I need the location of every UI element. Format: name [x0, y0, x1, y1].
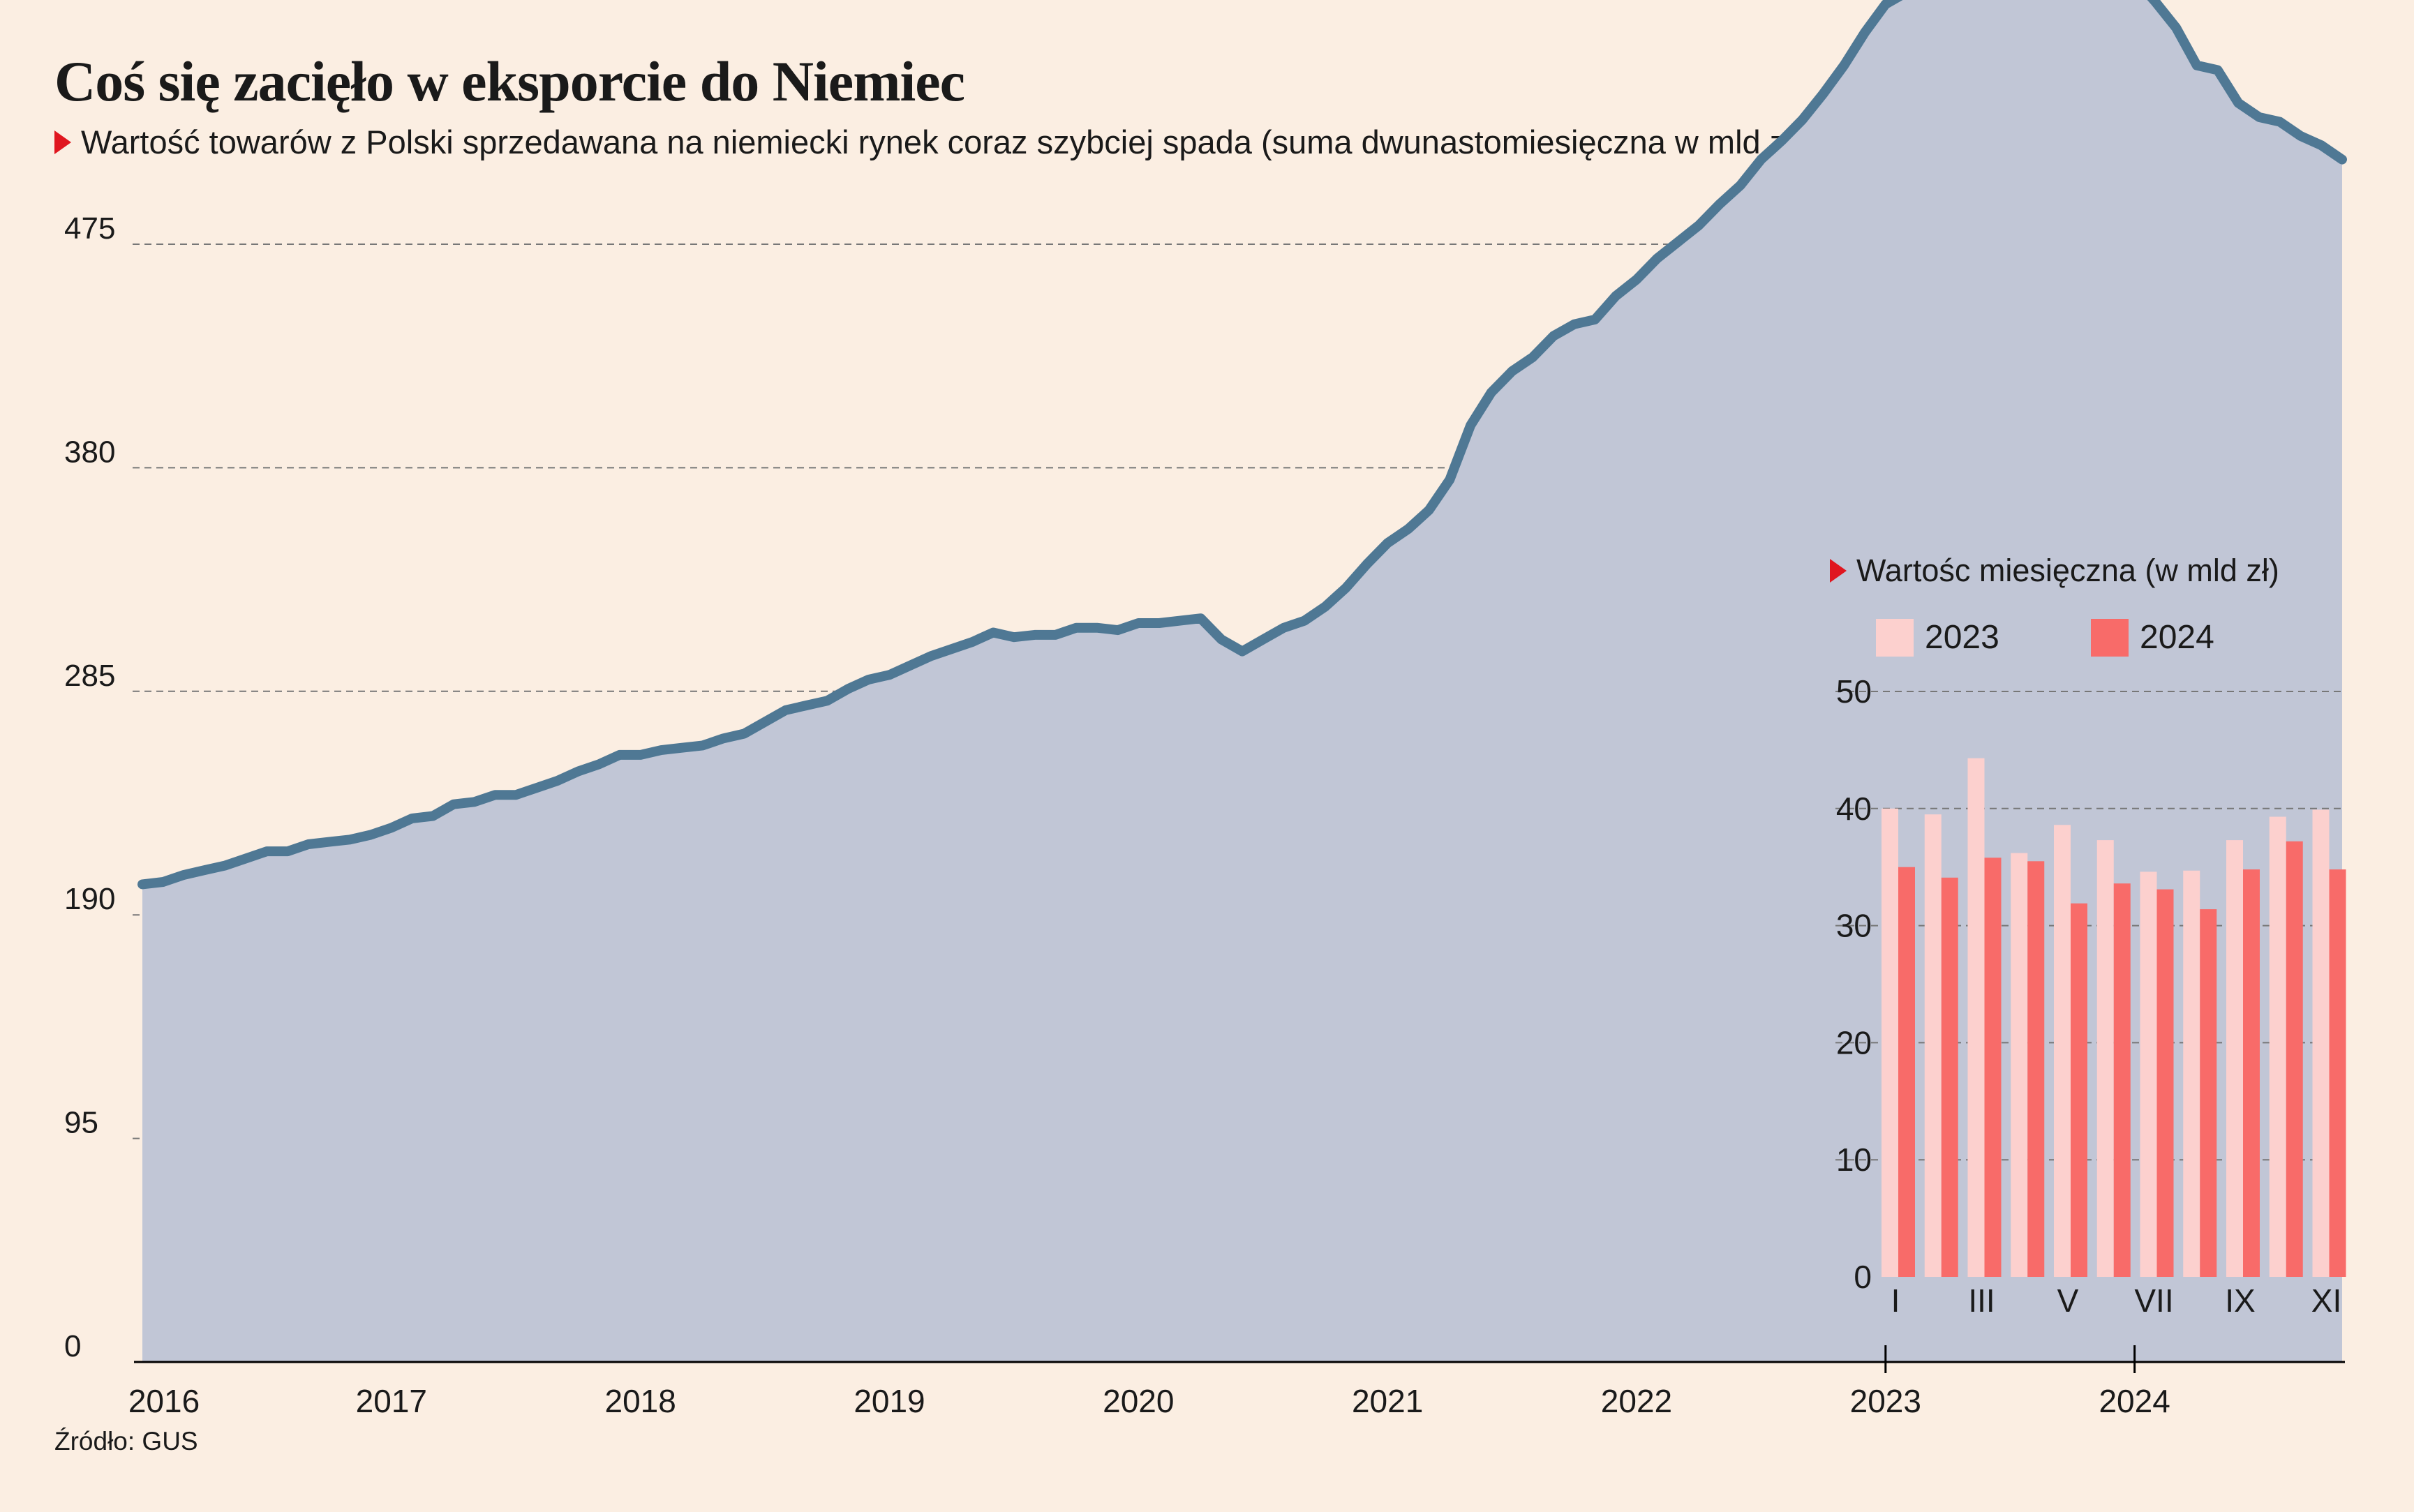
inset-marker-icon — [1830, 559, 1847, 583]
bar-2023 — [2140, 871, 2157, 1277]
legend-swatch-2024 — [2091, 618, 2129, 657]
y-tick-label: 95 — [64, 1106, 98, 1140]
x-tick-label: 2016 — [128, 1383, 200, 1419]
inset-title: Wartośc miesięczna (w mld zł) — [1830, 553, 2279, 589]
source-note: Źródło: GUS — [54, 1427, 198, 1455]
subtitle-marker-icon — [54, 130, 71, 154]
legend-item-2024: 2024 — [2091, 618, 2214, 657]
bar-2023 — [2054, 825, 2071, 1277]
bar-2024 — [2243, 869, 2260, 1277]
bar-2024 — [2027, 861, 2045, 1277]
x-tick-label: 2017 — [356, 1383, 427, 1419]
bar-2024 — [2071, 903, 2087, 1277]
x-tick-label: 2023 — [1850, 1383, 1921, 1419]
chart-subtitle: Wartość towarów z Polski sprzedawana na … — [54, 123, 1804, 161]
inset-y-tick-label: 10 — [1836, 1142, 1872, 1178]
y-tick-label: 380 — [64, 435, 115, 469]
y-tick-label: 190 — [64, 882, 115, 916]
bar-2024 — [2286, 841, 2303, 1277]
area-fill — [142, 0, 2342, 1362]
bar-2024 — [1941, 877, 1958, 1277]
legend-swatch-2023 — [1876, 618, 1914, 657]
y-tick-label: 285 — [64, 659, 115, 693]
subtitle-text: Wartość towarów z Polski sprzedawana na … — [81, 123, 1805, 160]
bar-2023 — [1924, 814, 1942, 1277]
inset-y-tick-label: 50 — [1836, 673, 1872, 710]
x-tick-label: 2020 — [1103, 1383, 1174, 1419]
main-y-axis: 0 95 190 285 380 475 — [64, 211, 115, 1363]
bar-2023 — [1882, 808, 1898, 1277]
bar-2023 — [2312, 809, 2330, 1277]
main-x-axis-ticks: 2016 2017 2018 2019 2020 2021 2022 2023 2024 — [128, 1345, 2170, 1419]
bar-2023 — [2226, 840, 2243, 1277]
inset-title-text: Wartośc miesięczna (w mld zł) — [1856, 553, 2279, 588]
line-series — [137, 0, 2347, 890]
inset-y-tick-label: 20 — [1836, 1024, 1872, 1061]
inset-y-tick-label: 40 — [1836, 791, 1872, 827]
x-tick-label: 2019 — [854, 1383, 925, 1419]
legend-label-2023: 2023 — [1925, 619, 1999, 656]
inset-x-tick-label: III — [1968, 1282, 1995, 1319]
bar-2023 — [1967, 758, 1985, 1277]
x-tick-label: 2022 — [1601, 1383, 1672, 1419]
x-tick-label: 2021 — [1352, 1383, 1423, 1419]
inset-x-tick-label: V — [2057, 1282, 2079, 1319]
bar-2023 — [2011, 853, 2028, 1277]
bar-2023 — [2183, 870, 2200, 1277]
x-tick-label: 2024 — [2099, 1383, 2170, 1419]
bar-2024 — [1898, 867, 1915, 1277]
inset-y-tick-label: 0 — [1854, 1259, 1872, 1295]
inset-x-tick-label: IX — [2225, 1282, 2255, 1319]
x-tick-label: 2018 — [604, 1383, 676, 1419]
bar-2024 — [2329, 869, 2346, 1277]
bar-2024 — [2200, 909, 2217, 1277]
bar-2024 — [2156, 889, 2174, 1277]
inset-x-tick-label: VII — [2134, 1282, 2173, 1319]
inset-x-tick-label: I — [1891, 1282, 1900, 1319]
inset-x-tick-label: XI — [2311, 1282, 2341, 1319]
bar-2024 — [2113, 883, 2131, 1277]
legend-label-2024: 2024 — [2140, 619, 2214, 656]
bar-2023 — [2269, 816, 2286, 1277]
y-tick-label: 0 — [64, 1329, 81, 1363]
chart-title: Coś się zacięło w eksporcie do Niemiec — [54, 50, 965, 113]
inset-y-tick-label: 30 — [1836, 908, 1872, 944]
y-tick-label: 475 — [64, 211, 115, 246]
bar-2024 — [1984, 858, 2002, 1277]
bar-2023 — [2096, 840, 2114, 1277]
legend-item-2023: 2023 — [1876, 618, 1999, 657]
